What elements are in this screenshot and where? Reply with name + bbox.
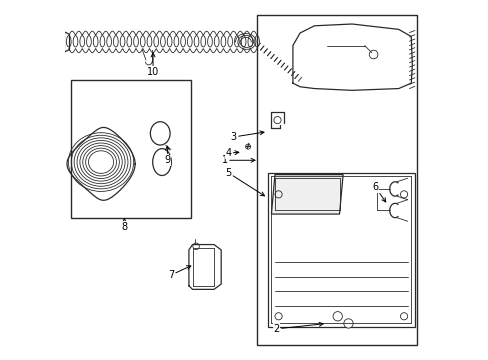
Circle shape — [343, 319, 352, 328]
Text: 2: 2 — [273, 322, 323, 334]
Text: 1: 1 — [221, 155, 254, 165]
Bar — [70, 80, 190, 218]
Circle shape — [332, 312, 342, 321]
Text: 9: 9 — [164, 146, 170, 165]
Text: 10: 10 — [146, 53, 159, 77]
Text: 7: 7 — [167, 266, 190, 280]
Bar — [267, 173, 414, 327]
Text: 3: 3 — [230, 131, 264, 142]
Text: 8: 8 — [121, 219, 127, 231]
Text: 6: 6 — [371, 182, 385, 202]
Text: 5: 5 — [225, 168, 264, 196]
Circle shape — [245, 144, 250, 149]
Bar — [257, 15, 416, 345]
Text: 4: 4 — [225, 148, 238, 158]
Polygon shape — [271, 175, 343, 214]
